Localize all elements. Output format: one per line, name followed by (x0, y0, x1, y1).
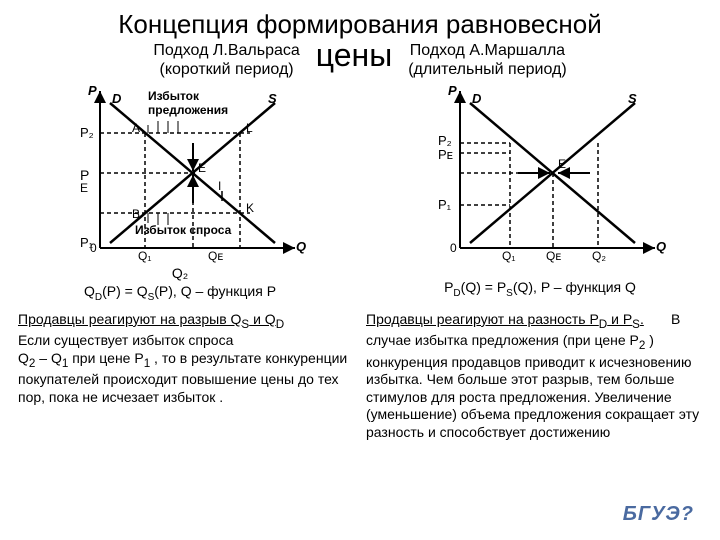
right-heading1: Подход А.Маршалла (408, 41, 566, 60)
right-diagram-col: P Q 0 D S E P₂ Pᴇ P₁ Q₁ Qᴇ Q₂ PD(Q) = PS… (370, 83, 710, 303)
label-K: K (246, 201, 254, 215)
label-B: B (132, 207, 140, 221)
r-origin: 0 (450, 241, 457, 255)
logo-watermark: БГУЭ? (623, 503, 694, 526)
right-eq: PD(Q) = PS(Q), P – функция Q (444, 279, 636, 299)
axis-Q: Q (296, 239, 306, 254)
label-Q1: Q₁ (138, 249, 151, 263)
title-center-word: цены (316, 37, 392, 74)
left-eq2: QD(P) = QS(P), Q – функция P (84, 283, 276, 303)
left-eq1: Q₂ (172, 265, 188, 281)
axis-P: P (88, 83, 97, 98)
r-label-S: S (628, 91, 637, 106)
label-P1: P₁ (80, 235, 93, 250)
r-Q2: Q₂ (592, 249, 606, 263)
label-I: I (218, 179, 221, 193)
surplus-top2: предложения (148, 103, 228, 117)
r-label-E: E (558, 157, 566, 171)
label-D: D (112, 91, 121, 106)
label-P2: P₂ (80, 125, 94, 140)
r-PE: Pᴇ (438, 147, 453, 162)
left-desc: Продавцы реагируют на разрыв QS и QDЕсли… (12, 311, 360, 441)
r-label-D: D (472, 91, 481, 106)
left-heading1: Подход Л.Вальраса (153, 41, 299, 60)
r-QE: Qᴇ (546, 249, 561, 263)
right-desc: Продавцы реагируют на разность PD и PS. … (360, 311, 708, 441)
r-Q1: Q₁ (502, 249, 515, 263)
left-chart: P Q 0 D S A L E B K I P₂ P E P₁ Q₁ Qᴇ Из… (50, 83, 310, 263)
r-axis-Q: Q (656, 239, 666, 254)
right-chart: P Q 0 D S E P₂ Pᴇ P₁ Q₁ Qᴇ Q₂ (410, 83, 670, 263)
approach-left: Подход Л.Вальраса (короткий период) (153, 41, 299, 79)
surplus-top1: Избыток (148, 89, 199, 103)
description-row: Продавцы реагируют на разрыв QS и QDЕсли… (0, 311, 720, 441)
label-E: E (198, 161, 206, 175)
right-chart-svg (410, 83, 670, 263)
label-PE2: E (80, 181, 88, 195)
label-L: L (246, 121, 253, 135)
label-S: S (268, 91, 277, 106)
title-row2: Подход Л.Вальраса (короткий период) цены… (0, 41, 720, 79)
left-diagram-col: P Q 0 D S A L E B K I P₂ P E P₁ Q₁ Qᴇ Из… (10, 83, 350, 303)
surplus-bot: Избыток спроса (135, 223, 231, 237)
label-A: A (132, 121, 140, 135)
right-heading2: (длительный период) (408, 60, 566, 79)
approach-right: Подход А.Маршалла (длительный период) (408, 41, 566, 79)
diagrams-row: P Q 0 D S A L E B K I P₂ P E P₁ Q₁ Qᴇ Из… (0, 83, 720, 303)
r-P2: P₂ (438, 133, 452, 148)
r-axis-P: P (448, 83, 457, 98)
label-QE: Qᴇ (208, 249, 223, 263)
r-P1: P₁ (438, 197, 451, 212)
left-heading2: (короткий период) (153, 60, 299, 79)
main-title: Концепция формирования равновесной (0, 0, 720, 39)
